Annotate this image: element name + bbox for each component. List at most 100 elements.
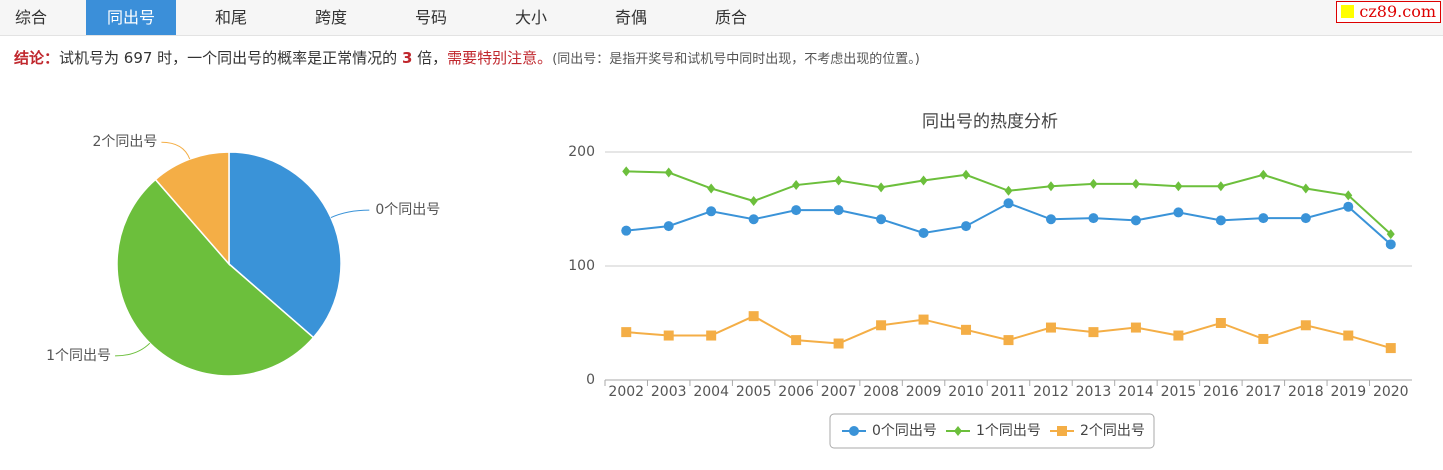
x-tick-label: 2011 (991, 384, 1027, 400)
point (1088, 213, 1099, 224)
point (706, 330, 717, 341)
x-tick-label: 2007 (821, 384, 857, 400)
x-tick-label: 2005 (736, 384, 772, 400)
point (918, 314, 929, 325)
point (622, 166, 631, 177)
x-tick-label: 2006 (778, 384, 814, 400)
point (791, 205, 802, 216)
logo-text: cz89.com (1359, 2, 1436, 21)
conclusion-warning: 需要特别注意。 (447, 49, 553, 67)
y-tick-label: 100 (568, 258, 595, 274)
legend-box (829, 413, 1155, 449)
legend-label: 1个同出号 (976, 423, 1041, 439)
point (1045, 214, 1056, 225)
point (919, 175, 928, 186)
x-tick-label: 2015 (1161, 384, 1197, 400)
pie-label: 0个同出号 (375, 202, 440, 218)
x-tick-label: 2008 (863, 384, 899, 400)
x-tick-label: 2013 (1076, 384, 1112, 400)
point (833, 338, 844, 349)
pie-label: 2个同出号 (93, 134, 158, 150)
point (1130, 215, 1141, 226)
x-tick-label: 2020 (1373, 384, 1409, 400)
point (749, 196, 758, 207)
x-tick-label: 2016 (1203, 384, 1239, 400)
y-tick-label: 0 (586, 372, 595, 388)
logo[interactable]: cz89.com (1336, 1, 1441, 23)
point (1300, 320, 1311, 331)
y-tick-label: 200 (568, 144, 595, 160)
point (962, 169, 971, 180)
point (791, 335, 802, 346)
point (1057, 426, 1067, 436)
leader-line (330, 209, 370, 219)
point (961, 221, 972, 232)
x-tick-label: 2004 (693, 384, 729, 400)
x-tick-label: 2017 (1246, 384, 1282, 400)
pie-slice (116, 178, 315, 377)
point (918, 227, 929, 238)
pie-label: 1个同出号 (46, 348, 111, 364)
tab[interactable]: 质合 (714, 8, 747, 27)
x-tick-label: 2012 (1033, 384, 1069, 400)
conclusion: 结论：试机号为 697 时，一个同出号的概率是正常情况的 3 倍，需要特别注意。… (14, 47, 920, 68)
line (626, 202, 1392, 246)
tab[interactable]: 号码 (414, 8, 447, 27)
x-tick-label: 2002 (608, 384, 644, 400)
point (664, 167, 673, 178)
leader-line (161, 141, 191, 160)
point (1258, 213, 1269, 224)
point (706, 206, 717, 217)
point (876, 320, 887, 331)
point (621, 327, 632, 338)
conclusion-text: 试机号为 697 时，一个同出号的概率是正常情况的 (59, 49, 402, 67)
point (834, 175, 843, 186)
x-tick-label: 2010 (948, 384, 984, 400)
point (748, 311, 759, 322)
point (1258, 333, 1269, 344)
point (1216, 181, 1225, 192)
point (877, 182, 886, 193)
x-tick-label: 2019 (1330, 384, 1366, 400)
legend-label: 0个同出号 (872, 423, 937, 439)
point (849, 426, 859, 436)
tab-bar: 综合 同出号 和尾 跨度 号码 大小 奇偶 质合 (0, 0, 1443, 36)
point (1173, 207, 1184, 218)
point (1343, 330, 1354, 341)
point (1046, 181, 1055, 192)
point (1259, 169, 1268, 180)
point (1215, 215, 1226, 226)
legend-label: 2个同出号 (1080, 423, 1145, 439)
tab[interactable]: 跨度 (314, 8, 347, 27)
tab[interactable]: 奇偶 (614, 8, 647, 27)
point (748, 214, 759, 225)
leader-line (115, 342, 151, 357)
point (954, 426, 962, 436)
point (707, 183, 716, 194)
point (1088, 327, 1099, 338)
tab[interactable]: 和尾 (214, 8, 247, 27)
logo-icon (1341, 5, 1355, 18)
point (1385, 239, 1396, 250)
conclusion-multiple: 3 (401, 49, 413, 67)
conclusion-note: (同出号：是指开奖号和试机号中同时出现，不考虑出现的位置。) (552, 52, 920, 67)
point (876, 214, 887, 225)
point (1004, 185, 1013, 196)
point (663, 221, 674, 232)
x-tick-label: 2003 (651, 384, 687, 400)
point (1174, 181, 1183, 192)
tab[interactable]: 大小 (514, 8, 547, 27)
point (1173, 330, 1184, 341)
x-tick-label: 2014 (1118, 384, 1154, 400)
point (1215, 318, 1226, 328)
point (1003, 335, 1014, 346)
tab[interactable]: 同出号 (86, 0, 176, 35)
point (1003, 198, 1014, 209)
tab[interactable]: 综合 (14, 8, 47, 27)
point (1343, 201, 1354, 212)
conclusion-label: 结论： (14, 49, 60, 67)
point (792, 180, 801, 191)
point (663, 330, 674, 341)
